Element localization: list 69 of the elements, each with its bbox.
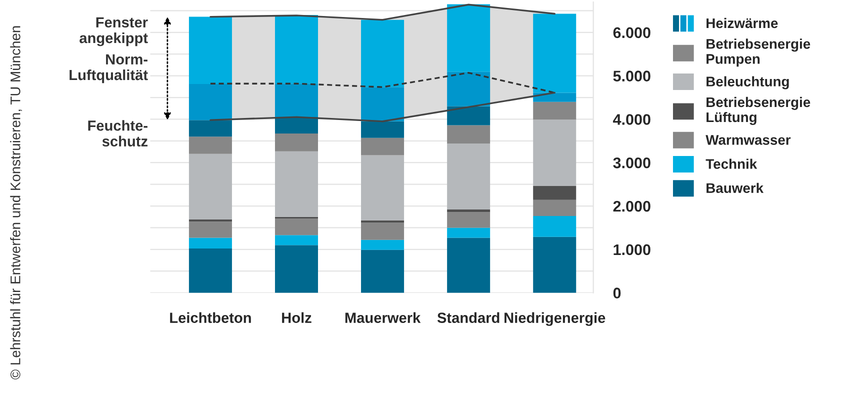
bar (188, 219, 232, 222)
y-tick-label: 0 (613, 288, 621, 298)
bar (361, 155, 404, 220)
x-tick-label: Niedrigenergie (504, 312, 606, 326)
bar (447, 4, 490, 72)
y-tick-label: 1.000 (614, 244, 650, 256)
bar (533, 200, 576, 216)
bar (188, 16, 232, 84)
legend-label: Warmwasser (706, 135, 791, 145)
bar (188, 248, 232, 293)
bar (188, 154, 232, 220)
bar (361, 240, 404, 250)
bar (447, 228, 490, 238)
y-tick-label: 5.000 (613, 70, 650, 82)
bar (533, 216, 576, 237)
bar (274, 84, 318, 118)
text: Feuchte- schutz (88, 120, 148, 146)
bar (188, 84, 232, 120)
y-tick-label: 2.000 (613, 200, 650, 212)
bar (361, 20, 404, 88)
text: Norm- Luftqualität (70, 54, 148, 84)
bar (361, 121, 404, 138)
legend-label: Betriebsenergie Lüftung (706, 96, 810, 125)
bar (361, 250, 404, 293)
line-series (210, 4, 556, 21)
bar (533, 186, 576, 200)
bar (274, 134, 318, 152)
bar (361, 222, 404, 240)
bar (188, 222, 232, 238)
bar (361, 87, 404, 122)
bar (447, 106, 490, 126)
legend-label: Betriebsenergie Pumpen (706, 38, 810, 67)
bar (533, 120, 576, 186)
bar (274, 15, 318, 84)
y-tick-label: 6.000 (613, 27, 650, 38)
y-tick-label: 4.000 (613, 114, 650, 125)
x-tick-label: Leichtbeton (170, 312, 251, 323)
legend-label: Bauwerk (706, 182, 764, 194)
bar (188, 238, 232, 249)
bar (533, 92, 576, 102)
bar (188, 136, 232, 154)
y-tick-label: 3.000 (613, 157, 650, 168)
bar (274, 117, 318, 134)
bar (447, 209, 490, 212)
x-tick-label: Mauerwerk (345, 312, 421, 323)
line-series (210, 92, 556, 122)
text: Fenster angekippt (80, 17, 148, 46)
legend-label: Beleuchtung (706, 76, 789, 90)
bar (447, 125, 490, 144)
legend-label: Heizwärme (706, 18, 778, 28)
x-tick-label: Standard (437, 312, 500, 323)
line-series (210, 72, 556, 94)
bar (447, 144, 490, 210)
bar (447, 238, 490, 293)
x-tick-label: Holz (282, 312, 312, 323)
bar (447, 212, 490, 228)
text: © Lehrstuhl für Entwerfen und Konstruieren, TU München (10, 26, 22, 380)
bar (361, 220, 404, 223)
bar (274, 245, 318, 293)
bar (361, 138, 404, 156)
bar (533, 14, 576, 93)
bar (533, 236, 576, 293)
legend-label: Technik (706, 158, 758, 169)
bar (274, 235, 318, 246)
bar (274, 151, 318, 217)
bar (274, 218, 318, 236)
bar (188, 120, 232, 137)
bar (533, 102, 576, 120)
bar (447, 72, 490, 106)
